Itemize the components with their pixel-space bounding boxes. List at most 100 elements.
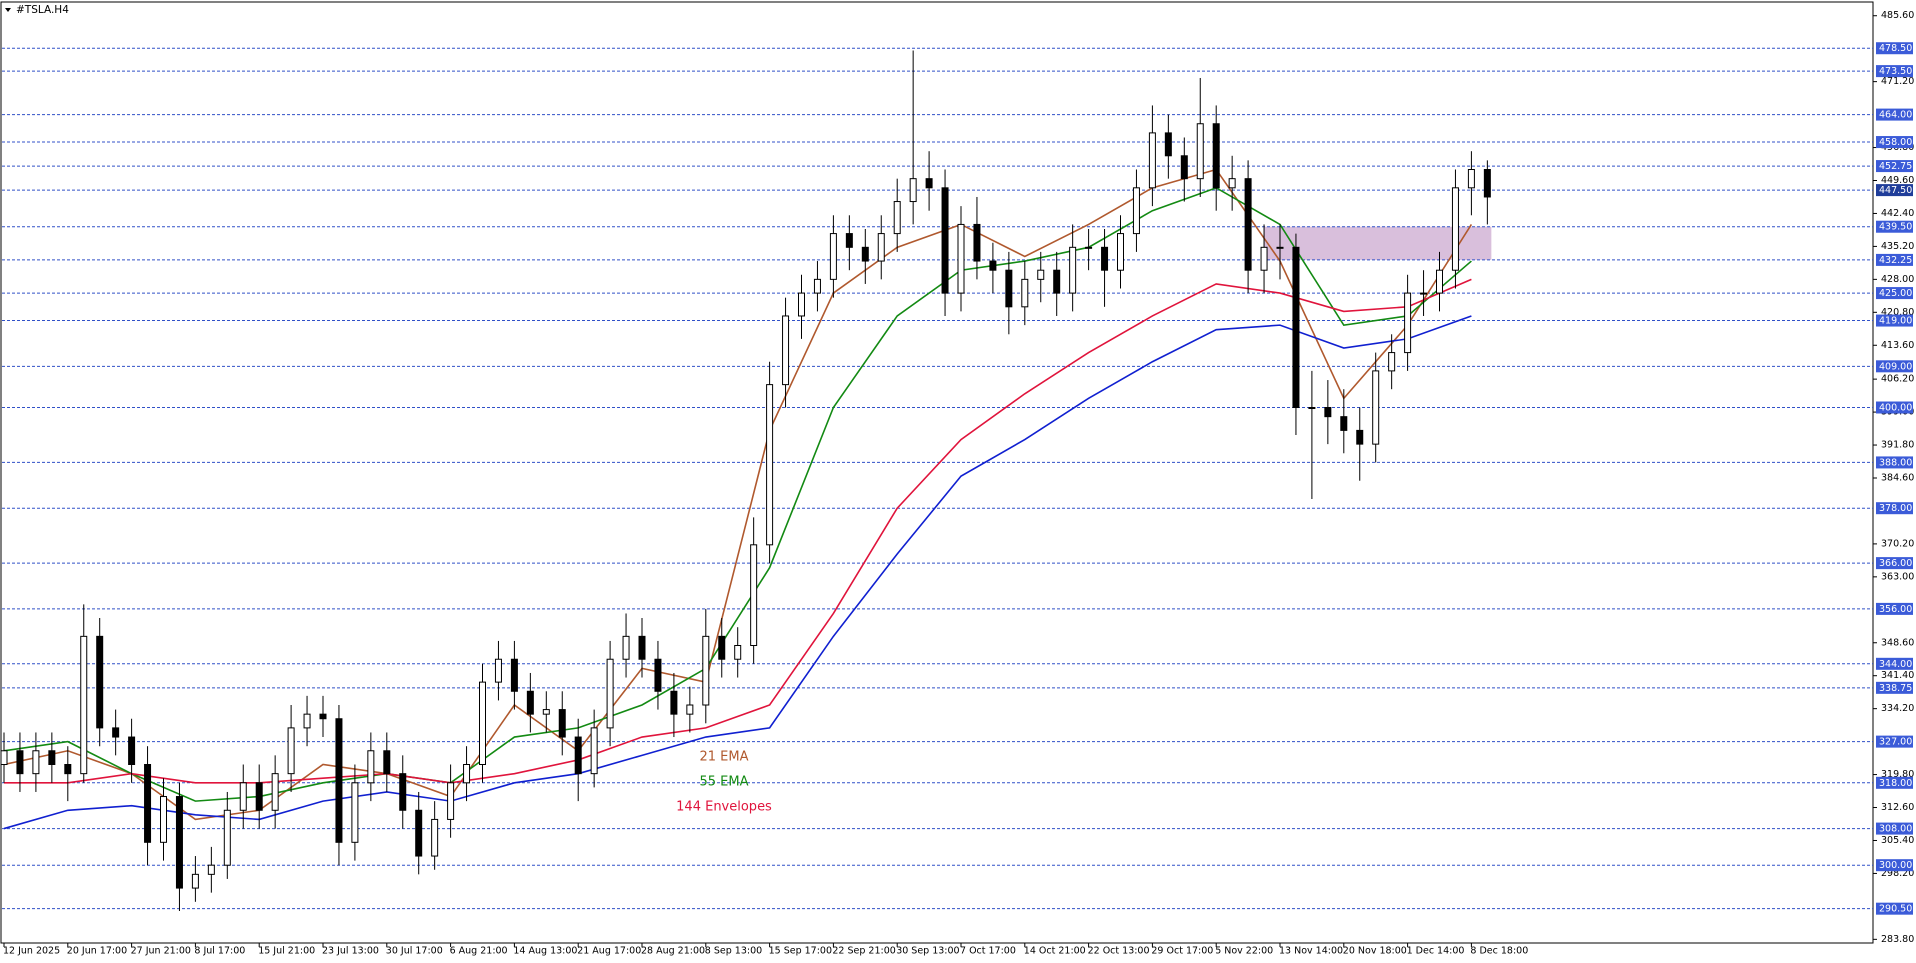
level-label: 366.00 [1879, 558, 1912, 569]
level-label: 409.00 [1879, 361, 1912, 372]
x-tick-label: 5 Nov 22:00 [1215, 946, 1273, 957]
x-tick-label: 8 Sep 13:00 [705, 946, 762, 957]
level-label: 452.75 [1879, 161, 1912, 172]
candle-body [447, 782, 455, 820]
level-label: 338.75 [1879, 683, 1912, 694]
candle-body [1196, 123, 1204, 180]
candle-body [479, 681, 486, 766]
candle-body [367, 750, 375, 784]
indicator-line [3, 186, 1472, 802]
x-tick-label: 14 Oct 21:00 [1024, 946, 1086, 957]
y-tick-label: 391.80 [1881, 440, 1914, 451]
x-tick-label: 20 Jun 17:00 [67, 946, 127, 957]
level-label: 308.00 [1879, 824, 1912, 835]
candle-body [0, 750, 8, 766]
level-label: 400.00 [1879, 403, 1912, 414]
level-label-box [1876, 657, 1913, 670]
y-tick-label: 406.20 [1881, 374, 1914, 385]
candle-body [494, 658, 502, 683]
candle-body [144, 764, 152, 843]
legend-label: 144 Envelopes [676, 800, 772, 815]
collapse-icon [5, 8, 11, 12]
candle-body [813, 278, 821, 294]
level-label-box [1876, 557, 1913, 570]
level-label-box [1876, 136, 1913, 149]
candle-body [558, 709, 566, 738]
candle-body [1292, 246, 1300, 409]
candle-body [1420, 292, 1428, 295]
y-tick-label: 334.20 [1881, 703, 1914, 714]
level-label-box [1876, 160, 1913, 173]
level-label: 344.00 [1879, 659, 1912, 670]
candle-body [526, 690, 534, 715]
level-label-box [1876, 220, 1913, 233]
level-label-box [1876, 456, 1913, 469]
candle-body [271, 773, 279, 811]
level-label: 318.00 [1879, 778, 1912, 789]
candle-body [1005, 269, 1013, 308]
level-label: 419.00 [1879, 316, 1912, 327]
candle-body [845, 233, 853, 248]
x-tick-label: 12 Jun 2025 [3, 946, 60, 957]
candle-body [1483, 169, 1491, 198]
x-tick-label: 15 Sep 17:00 [769, 946, 832, 957]
candle-body [861, 246, 869, 262]
level-label-box [1876, 65, 1913, 78]
x-tick-label: 30 Jul 17:00 [386, 946, 443, 957]
indicator-line [3, 168, 1473, 821]
level-label-box [1876, 108, 1913, 121]
candle-body [80, 635, 88, 775]
y-tick-label: 485.60 [1881, 10, 1914, 21]
chart-title: #TSLA.H4 [16, 4, 69, 16]
legend-label: 21 EMA [700, 750, 749, 765]
x-tick-label: 15 Jul 21:00 [258, 946, 315, 957]
x-tick-label: 1 Dec 14:00 [1407, 946, 1465, 957]
x-tick-label: 6 Aug 21:00 [450, 946, 508, 957]
level-label: 378.00 [1879, 503, 1912, 514]
candle-body [1308, 407, 1316, 410]
y-tick-label: 348.60 [1881, 637, 1914, 648]
candle-body [1388, 352, 1396, 372]
candle-body [1053, 269, 1061, 294]
x-tick-label: 27 Jun 21:00 [131, 946, 191, 957]
level-label-box [1876, 902, 1913, 915]
level-label: 458.00 [1879, 137, 1912, 148]
y-tick-label: 370.20 [1881, 538, 1914, 549]
candle-body [1101, 246, 1109, 271]
plot-frame [0, 1, 1874, 944]
candle-body [175, 796, 183, 889]
x-tick-label: 23 Jul 13:00 [322, 946, 379, 957]
candle-body [734, 645, 742, 660]
candle-body [1069, 246, 1077, 294]
candle-body [1085, 246, 1093, 249]
candle-body [1148, 132, 1156, 189]
candle-body [606, 658, 614, 729]
candle-body [1244, 178, 1252, 271]
level-label: 439.50 [1879, 222, 1912, 233]
candle-body [766, 384, 774, 546]
candle-body [48, 750, 56, 766]
x-tick-label: 28 Aug 21:00 [641, 946, 705, 957]
candle-body [1212, 123, 1220, 189]
x-tick-label: 8 Dec 18:00 [1470, 946, 1528, 957]
y-tick-label: 471.20 [1881, 76, 1914, 87]
candle-body [335, 718, 343, 843]
level-label: 432.25 [1879, 255, 1912, 266]
candle-body [112, 727, 120, 738]
candle-body [32, 750, 40, 775]
candle-body [287, 727, 295, 775]
legend-label: 55 EMA [700, 775, 749, 790]
x-tick-label: 20 Nov 18:00 [1343, 946, 1407, 957]
y-tick-label: 435.20 [1881, 241, 1914, 252]
candle-body [1180, 155, 1188, 180]
indicator-line [3, 315, 1472, 830]
candle-body [431, 818, 439, 857]
candle-body [351, 782, 359, 843]
y-tick-label: 298.20 [1881, 868, 1914, 879]
level-label: 290.50 [1879, 904, 1912, 915]
level-label-box [1876, 735, 1913, 748]
y-tick-label: 413.60 [1881, 340, 1914, 351]
level-label-box [1876, 859, 1913, 872]
candle-body [16, 750, 24, 775]
